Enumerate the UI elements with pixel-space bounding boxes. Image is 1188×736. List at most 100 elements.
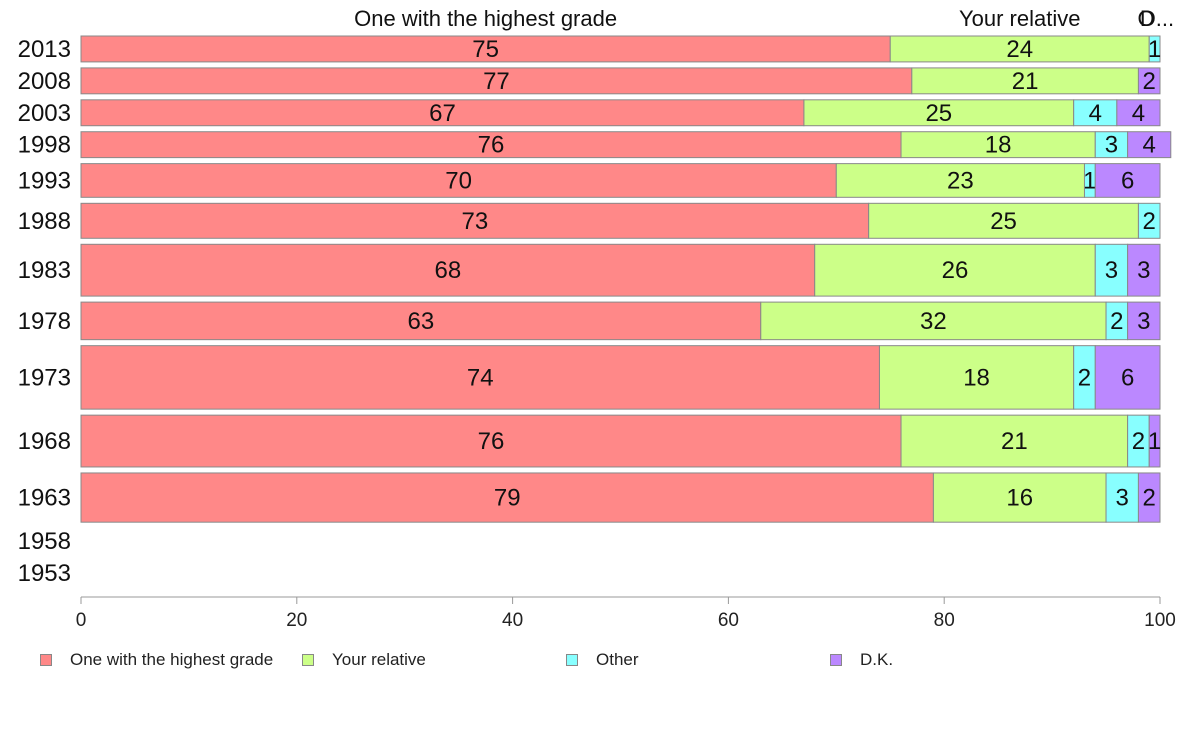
data-label: 18 — [963, 364, 990, 391]
data-label: 6 — [1121, 167, 1134, 194]
y-category-label: 1988 — [18, 208, 71, 235]
data-label: 25 — [925, 100, 952, 127]
data-label: 68 — [435, 257, 462, 284]
x-tick-label: 100 — [1144, 610, 1176, 631]
data-label: 2 — [1143, 208, 1156, 235]
y-category-label: 1973 — [18, 364, 71, 391]
bar-segment — [80, 472, 934, 523]
legend-label: One with the highest grade — [70, 650, 274, 669]
data-label: 18 — [985, 132, 1012, 159]
bar-segment — [1094, 163, 1161, 198]
bar-segment — [80, 345, 880, 410]
bar-segment — [814, 243, 1096, 297]
data-label: 70 — [445, 167, 472, 194]
legend-item: One with the highest grade — [40, 650, 273, 670]
legend-swatch — [830, 654, 842, 666]
bar-segment — [1116, 99, 1161, 127]
data-label: 1 — [1148, 36, 1161, 63]
y-category-label: 1993 — [18, 167, 71, 194]
y-category-label: 1978 — [18, 308, 71, 335]
top-series-label: Your relative — [959, 6, 1080, 31]
bar-segment — [80, 67, 913, 95]
x-tick-label: 60 — [718, 610, 739, 631]
x-tick-label: 80 — [934, 610, 955, 631]
y-category-label: 1963 — [18, 485, 71, 512]
legend-item: Other — [566, 650, 639, 670]
data-label: 63 — [408, 308, 435, 335]
bar-segment — [932, 472, 1107, 523]
legend-swatch — [40, 654, 52, 666]
data-label: 2 — [1110, 308, 1123, 335]
data-label: 24 — [1006, 36, 1033, 63]
bar-segment — [1127, 301, 1161, 341]
data-label: 4 — [1089, 100, 1102, 127]
bar-segment — [80, 414, 902, 468]
bar-segment — [1137, 202, 1161, 239]
bar-segment — [1127, 131, 1172, 159]
legend-label: Other — [596, 650, 639, 669]
bar-segment — [889, 35, 1150, 63]
data-label: 3 — [1105, 132, 1118, 159]
bar-segment — [80, 163, 837, 198]
legend-swatch — [302, 654, 314, 666]
legend-item: Your relative — [302, 650, 426, 670]
bar-segment — [80, 35, 891, 63]
x-tick-label: 0 — [76, 610, 87, 631]
data-label: 26 — [942, 257, 969, 284]
y-category-label: 1983 — [18, 257, 71, 284]
bar-segment — [80, 243, 816, 297]
data-label: 74 — [467, 364, 494, 391]
data-label: 2 — [1143, 68, 1156, 95]
data-label: 1 — [1148, 428, 1161, 455]
bar-segment — [1073, 99, 1118, 127]
bar-segment — [80, 131, 902, 159]
bar-segment — [878, 345, 1075, 410]
y-category-label: 1958 — [18, 528, 71, 555]
data-label: 3 — [1137, 257, 1150, 284]
y-category-label: 2013 — [18, 36, 71, 63]
bar-segment — [1105, 472, 1139, 523]
bar-segment — [1148, 414, 1161, 468]
data-label: 3 — [1137, 308, 1150, 335]
data-label: 25 — [990, 208, 1017, 235]
data-label: 21 — [1001, 428, 1028, 455]
x-tick-label: 40 — [502, 610, 523, 631]
y-category-label: 1968 — [18, 428, 71, 455]
y-category-label: 2008 — [18, 68, 71, 95]
data-label: 4 — [1132, 100, 1145, 127]
bar-segment — [1127, 243, 1161, 297]
top-series-label: O — [1137, 6, 1154, 31]
bar-segment — [1137, 472, 1161, 523]
bar-segment — [80, 301, 762, 341]
bar-segment — [1148, 35, 1161, 63]
data-label: 3 — [1105, 257, 1118, 284]
data-label: 67 — [429, 100, 456, 127]
data-label: 79 — [494, 485, 521, 512]
bar-segment — [1094, 243, 1129, 297]
legend: One with the highest grade Your relative O… — [40, 650, 1140, 670]
data-label: 3 — [1116, 485, 1129, 512]
bar-segment — [1137, 67, 1161, 95]
data-label: 6 — [1121, 364, 1134, 391]
data-label: 32 — [920, 308, 947, 335]
bar-segment — [868, 202, 1139, 239]
legend-label: Your relative — [332, 650, 426, 669]
data-label: 2 — [1078, 364, 1091, 391]
y-category-label: 2003 — [18, 100, 71, 127]
data-label: 21 — [1012, 68, 1039, 95]
data-label: 77 — [483, 68, 510, 95]
legend-item: D.K. — [830, 650, 893, 670]
x-tick-label: 20 — [286, 610, 307, 631]
bar-segment — [911, 67, 1139, 95]
top-series-label: D... — [1140, 6, 1174, 31]
y-category-label: 1953 — [18, 560, 71, 587]
bar-segment — [803, 99, 1075, 127]
y-category-label: 1998 — [18, 132, 71, 159]
data-label: 1 — [1083, 167, 1096, 194]
data-label: 23 — [947, 167, 974, 194]
legend-swatch — [566, 654, 578, 666]
data-label: 4 — [1143, 132, 1156, 159]
data-label: 16 — [1006, 485, 1033, 512]
data-label: 76 — [478, 428, 505, 455]
